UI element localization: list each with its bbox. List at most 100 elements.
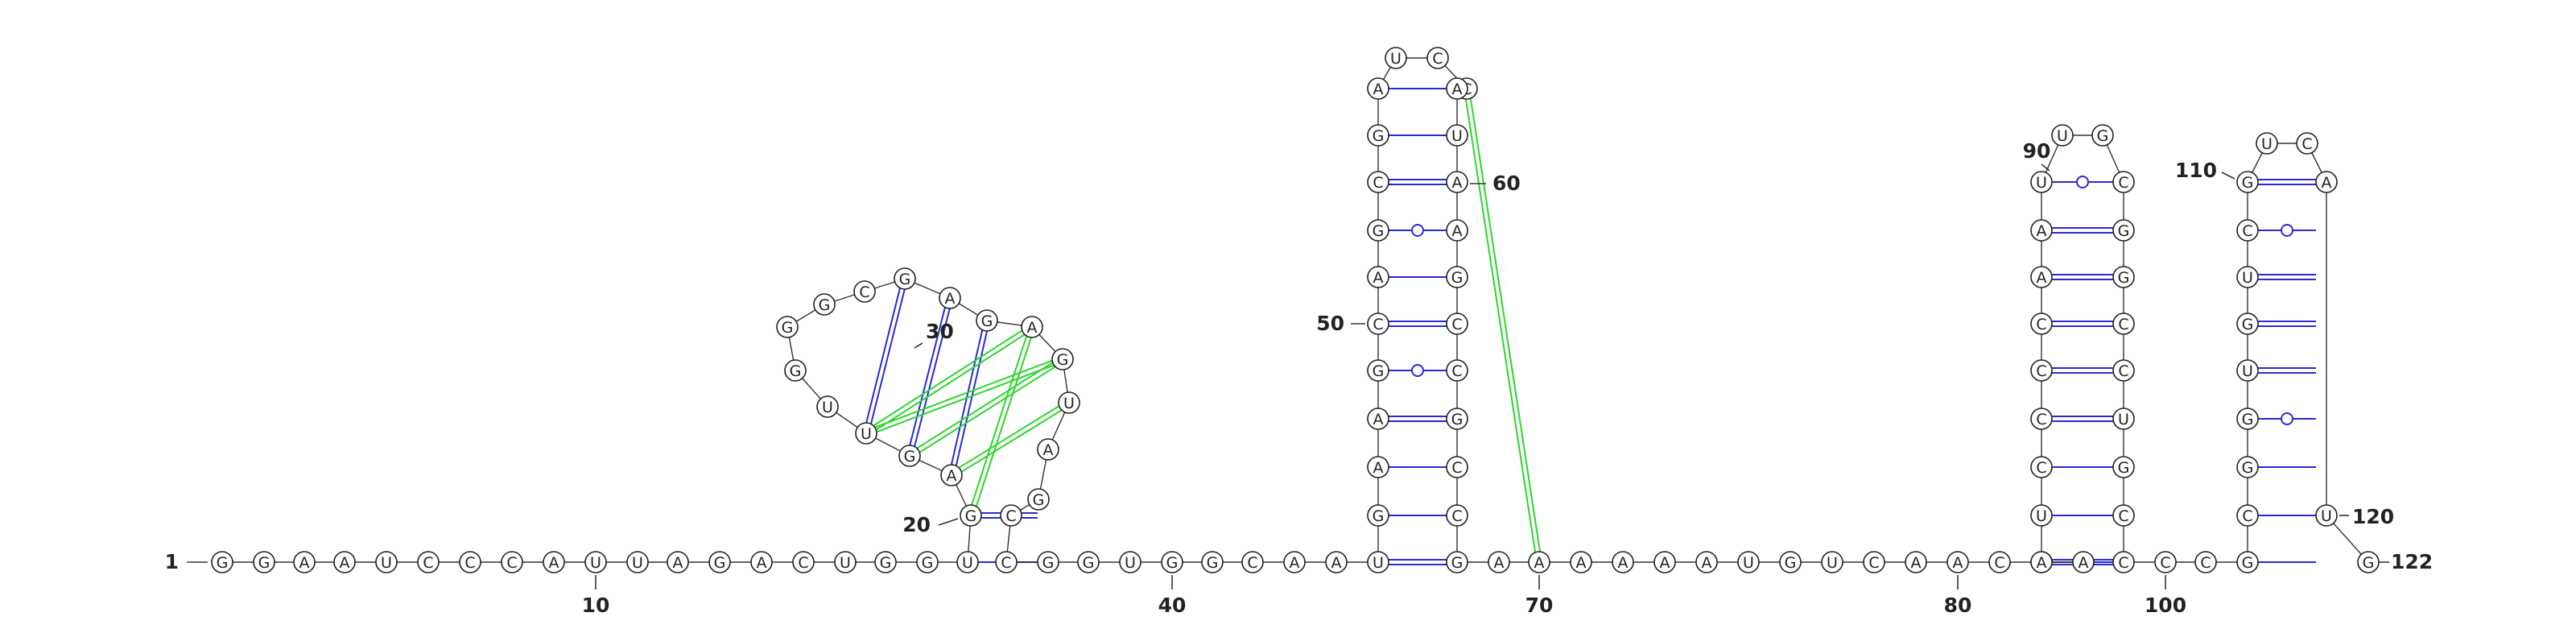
nucleotide-circle bbox=[960, 504, 982, 527]
nucleotide: C bbox=[459, 551, 481, 573]
nucleotide: C bbox=[1446, 359, 1468, 382]
wobble-pair-marker bbox=[2281, 224, 2293, 237]
nucleotide-circle bbox=[1367, 551, 1389, 573]
nucleotide-circle bbox=[2236, 266, 2259, 288]
nucleotide: C bbox=[2030, 312, 2053, 335]
nucleotide: U bbox=[626, 551, 649, 573]
nucleotide: A bbox=[333, 551, 356, 573]
nucleotide-circle bbox=[253, 551, 275, 573]
nucleotide-letter: A bbox=[1618, 554, 1629, 572]
nucleotide-circle bbox=[1037, 551, 1059, 573]
nucleotide-letter: U bbox=[2321, 507, 2332, 525]
nucleotide-circle bbox=[2030, 408, 2053, 430]
nucleotide-letter: C bbox=[2118, 507, 2128, 525]
nucleotide: G bbox=[1161, 551, 1183, 573]
nucleotide: A bbox=[1037, 438, 1059, 461]
nucleotide-letter: G bbox=[1033, 491, 1045, 509]
nucleotide-circle bbox=[1027, 488, 1050, 511]
nucleotide-circle bbox=[2030, 504, 2053, 527]
nucleotide-letter: A bbox=[1373, 81, 1384, 98]
nucleotide: G bbox=[1367, 124, 1389, 147]
tertiary-interaction bbox=[949, 399, 1068, 474]
nucleotide: A bbox=[1488, 551, 1510, 573]
index-label-60: 60 bbox=[1492, 172, 1521, 195]
nucleotide-circle bbox=[1367, 359, 1389, 382]
nucleotide: U bbox=[375, 551, 398, 573]
nucleotide-letter: G bbox=[899, 271, 911, 288]
nucleotide-circle bbox=[1367, 171, 1389, 193]
nucleotide-letter: G bbox=[217, 554, 229, 572]
nucleotide-circle bbox=[792, 551, 815, 573]
nucleotide: C bbox=[1446, 456, 1468, 478]
nucleotide: G bbox=[1051, 348, 1074, 370]
nucleotide-letter: A bbox=[2037, 269, 2047, 287]
nucleotide: G bbox=[776, 316, 799, 338]
nucleotide-circle bbox=[2315, 504, 2338, 527]
nucleotide-circle bbox=[2072, 551, 2095, 573]
tertiary-interaction bbox=[952, 403, 1071, 478]
nucleotide-circle bbox=[2030, 359, 2053, 382]
nucleotide-circle bbox=[333, 551, 356, 573]
nucleotide-letter: G bbox=[1057, 351, 1069, 369]
nucleotide: A bbox=[1446, 77, 1468, 100]
nucleotide-circle bbox=[1446, 359, 1468, 382]
nucleotide: G bbox=[1446, 408, 1468, 430]
nucleotide-letter: C bbox=[2160, 554, 2170, 572]
nucleotide-letter: C bbox=[2242, 507, 2252, 525]
nucleotide: G bbox=[2236, 456, 2259, 478]
nucleotide-letter: G bbox=[2118, 459, 2130, 477]
nucleotide: U bbox=[2112, 408, 2135, 430]
canonical-pair bbox=[910, 298, 953, 457]
nucleotide-circle bbox=[1000, 504, 1022, 527]
nucleotide-letter: C bbox=[2200, 554, 2211, 572]
nucleotide-letter: A bbox=[1027, 319, 1038, 337]
nucleotide-letter: C bbox=[1868, 554, 1879, 572]
nucleotide: C bbox=[2112, 551, 2135, 573]
backbone-layer bbox=[222, 57, 2369, 563]
nucleotide: C bbox=[1367, 171, 1389, 193]
nucleotide-letter: U bbox=[381, 554, 392, 572]
nucleotide-circle bbox=[626, 551, 649, 573]
nucleotide: A bbox=[543, 551, 565, 573]
nucleotide-letter: A bbox=[1043, 441, 1054, 459]
nucleotide-circle bbox=[1367, 124, 1389, 147]
nucleotide: G bbox=[898, 445, 921, 467]
wobble-pair-marker bbox=[2076, 176, 2089, 188]
nucleotide-circle bbox=[667, 551, 689, 573]
nucleotide: C bbox=[1000, 504, 1022, 527]
nucleotide-letter: G bbox=[1083, 554, 1095, 572]
nucleotide: C bbox=[2112, 312, 2135, 335]
nucleotide-circle bbox=[939, 287, 961, 309]
nucleotide-circle bbox=[708, 551, 731, 573]
nucleotide-circle bbox=[2256, 132, 2278, 155]
nucleotide: A bbox=[2072, 551, 2095, 573]
nucleotide: A bbox=[1283, 551, 1306, 573]
nucleotide: C bbox=[1426, 47, 1449, 69]
nucleotide-circle bbox=[1385, 47, 1407, 69]
nucleotide-letter: C bbox=[1373, 316, 1383, 333]
nucleotide-letter: A bbox=[1911, 554, 1922, 572]
tertiary-interaction bbox=[968, 325, 1031, 515]
nucleotide-circle bbox=[1077, 551, 1100, 573]
nucleotide-circle bbox=[1325, 551, 1348, 573]
nucleotide-letter: C bbox=[1451, 459, 1462, 477]
nucleotide: G bbox=[2236, 551, 2259, 573]
nucleotide-circle bbox=[2112, 266, 2135, 288]
nucleotide: C bbox=[2112, 171, 2135, 193]
nucleotide-letter: C bbox=[423, 554, 433, 572]
nucleotide-letter: A bbox=[945, 290, 956, 308]
index-label-30: 30 bbox=[926, 320, 954, 343]
nucleotide-circle bbox=[916, 551, 939, 573]
nucleotide-letter: U bbox=[2057, 127, 2068, 145]
nucleotide-circle bbox=[211, 551, 233, 573]
index-label-20: 20 bbox=[902, 513, 931, 536]
nucleotide-circle bbox=[2112, 456, 2135, 478]
nucleotide-circle bbox=[2357, 551, 2380, 573]
nucleotide-circle bbox=[2030, 219, 2053, 242]
nucleotide-circle bbox=[584, 551, 607, 573]
wobble-pair-marker bbox=[2281, 412, 2293, 425]
nucleotide-circle bbox=[1488, 551, 1510, 573]
